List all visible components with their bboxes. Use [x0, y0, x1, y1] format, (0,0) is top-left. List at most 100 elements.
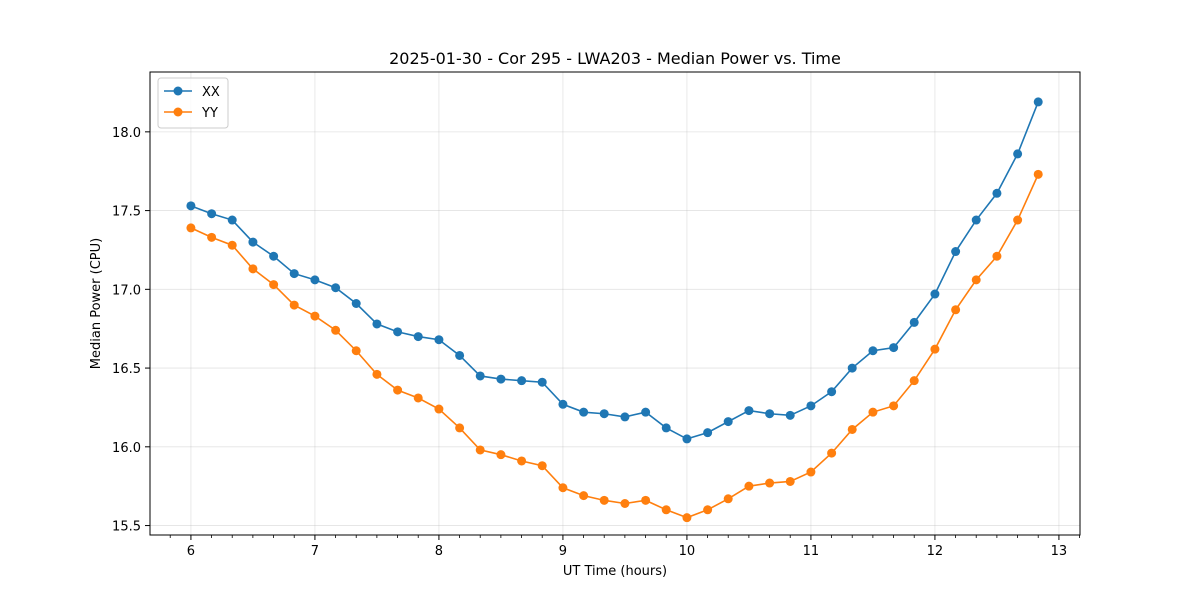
data-point-xx [207, 209, 217, 219]
y-tick-label: 18.0 [112, 126, 141, 141]
data-point-xx [785, 410, 795, 420]
data-point-yy [785, 476, 795, 486]
y-axis-label: Median Power (CPU) [89, 238, 104, 369]
x-tick-label: 13 [1051, 544, 1068, 559]
data-point-yy [186, 223, 196, 233]
data-point-xx [413, 332, 423, 342]
data-point-xx [310, 275, 320, 285]
data-point-yy [930, 344, 940, 354]
data-point-yy [682, 513, 692, 523]
data-point-yy [765, 478, 775, 488]
data-point-yy [372, 369, 382, 379]
data-point-xx [248, 237, 258, 247]
data-point-yy [227, 240, 237, 250]
data-point-yy [434, 404, 444, 414]
data-point-yy [992, 251, 1002, 261]
x-tick-label: 11 [803, 544, 820, 559]
data-point-yy [889, 401, 899, 411]
data-point-xx [455, 350, 465, 360]
data-point-yy [496, 450, 506, 460]
data-point-xx [1033, 97, 1043, 107]
data-point-xx [475, 371, 485, 381]
data-point-xx [434, 335, 444, 345]
data-point-yy [971, 275, 981, 285]
legend-marker-yy [173, 107, 183, 117]
x-tick-label: 8 [435, 544, 443, 559]
data-point-yy [207, 232, 217, 242]
data-point-xx [579, 407, 589, 417]
data-point-xx [930, 289, 940, 299]
data-point-yy [620, 499, 630, 509]
legend-label-yy: YY [201, 106, 218, 121]
data-point-yy [744, 481, 754, 491]
data-point-xx [620, 412, 630, 422]
data-point-yy [310, 311, 320, 321]
data-point-xx [372, 319, 382, 329]
data-point-xx [827, 387, 837, 397]
data-point-xx [599, 409, 609, 419]
axes: 6 7 8 9 10 11 12 13 15.5 16.0 16.5 17.0 17.5 18.0 [112, 126, 1080, 559]
data-point-yy [703, 505, 713, 515]
data-point-xx [703, 428, 713, 438]
plot-frame [149, 71, 1081, 536]
data-point-xx [558, 399, 568, 409]
data-point-yy [579, 491, 589, 501]
series-xx [186, 97, 1043, 444]
data-point-yy [475, 445, 485, 455]
data-point-yy [1033, 169, 1043, 179]
data-point-xx [992, 188, 1002, 198]
x-tick-label: 12 [927, 544, 944, 559]
data-point-yy [827, 448, 837, 458]
x-tick-label: 9 [559, 544, 567, 559]
data-point-yy [558, 483, 568, 493]
y-tick-label: 17.5 [112, 205, 141, 220]
legend-marker-xx [173, 86, 183, 96]
data-point-yy [641, 495, 651, 505]
data-point-xx [951, 247, 961, 257]
data-point-xx [393, 327, 403, 337]
y-tick-label: 15.5 [112, 520, 141, 535]
data-point-xx [641, 407, 651, 417]
data-point-yy [1013, 215, 1023, 225]
data-point-xx [723, 417, 733, 427]
y-tick-label: 16.5 [112, 362, 141, 377]
data-point-yy [847, 424, 857, 434]
y-tick-label: 16.0 [112, 441, 141, 456]
grid [150, 72, 1080, 535]
data-point-xx [537, 377, 547, 387]
series-yy [186, 169, 1043, 523]
data-point-yy [289, 300, 299, 310]
data-point-xx [1013, 149, 1023, 159]
data-point-yy [413, 393, 423, 403]
data-point-yy [455, 423, 465, 433]
data-point-xx [227, 215, 237, 225]
x-tick-label: 6 [187, 544, 195, 559]
data-point-xx [661, 423, 671, 433]
data-point-xx [331, 283, 341, 293]
data-point-yy [661, 505, 671, 515]
chart-title: 2025-01-30 - Cor 295 - LWA203 - Median P… [389, 49, 841, 68]
data-point-yy [331, 325, 341, 335]
legend: XX YY [157, 77, 229, 129]
data-point-xx [289, 269, 299, 279]
data-point-yy [517, 456, 527, 466]
x-axis-label: UT Time (hours) [563, 564, 667, 579]
data-point-xx [496, 374, 506, 384]
data-point-xx [765, 409, 775, 419]
data-point-yy [723, 494, 733, 504]
data-point-xx [847, 363, 857, 373]
data-point-yy [806, 467, 816, 477]
x-tick-label: 10 [679, 544, 696, 559]
data-point-xx [971, 215, 981, 225]
data-point-xx [806, 401, 816, 411]
series-line-xx [190, 101, 1039, 440]
data-point-yy [351, 346, 361, 356]
data-point-xx [269, 251, 279, 261]
data-point-xx [889, 343, 899, 353]
data-point-yy [909, 376, 919, 386]
series-layer [186, 97, 1043, 523]
data-point-xx [909, 317, 919, 327]
data-point-xx [517, 376, 527, 386]
data-point-xx [351, 299, 361, 308]
